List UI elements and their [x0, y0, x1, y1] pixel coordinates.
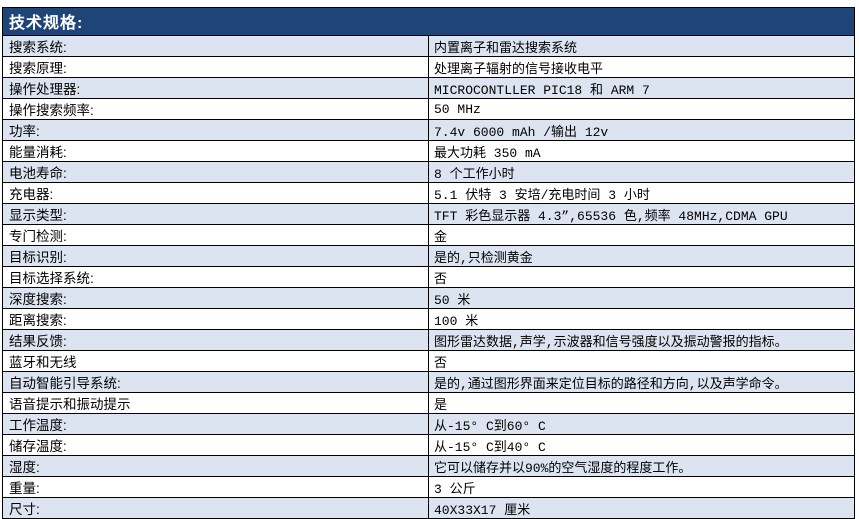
spec-label: 充电器: [2, 182, 429, 204]
spec-label: 显示类型: [2, 203, 429, 225]
spec-value: 最大功耗 350 mA [428, 140, 855, 162]
spec-value: 8 个工作小时 [428, 161, 855, 183]
table-row: 目标选择系统: 否 [2, 266, 855, 288]
spec-label: 自动智能引导系统: [2, 371, 429, 393]
spec-value: 金 [428, 224, 855, 246]
page-title: 技术规格: [2, 7, 855, 36]
spec-label: 储存温度: [2, 434, 429, 456]
table-row: 搜索原理: 处理离子辐射的信号接收电平 [2, 56, 855, 78]
spec-label: 搜索原理: [2, 56, 429, 78]
spec-label: 蓝牙和无线 [2, 350, 429, 372]
spec-value: 图形雷达数据,声学,示波器和信号强度以及振动警报的指标。 [428, 329, 855, 351]
spec-label: 工作温度: [2, 413, 429, 435]
table-row: 结果反馈: 图形雷达数据,声学,示波器和信号强度以及振动警报的指标。 [2, 329, 855, 351]
spec-value: 从-15° C到60° C [428, 413, 855, 435]
spec-table-body: 搜索系统: 内置离子和雷达搜索系统 搜索原理: 处理离子辐射的信号接收电平 操作处理器:… [2, 35, 855, 519]
spec-value: 否 [428, 350, 855, 372]
spec-label: 结果反馈: [2, 329, 429, 351]
table-row: 深度搜索: 50 米 [2, 287, 855, 309]
spec-label: 功率: [2, 119, 429, 141]
table-row: 储存温度: 从-15° C到40° C [2, 434, 855, 456]
table-row: 充电器: 5.1 伏特 3 安培/充电时间 3 小时 [2, 182, 855, 204]
spec-label: 电池寿命: [2, 161, 429, 183]
spec-value: MICROCONTLLER PIC18 和 ARM 7 [428, 77, 855, 99]
table-row: 专门检测: 金 [2, 224, 855, 246]
spec-label: 语音提示和振动提示 [2, 392, 429, 414]
spec-value: 内置离子和雷达搜索系统 [428, 35, 855, 57]
spec-sheet: 技术规格: 搜索系统: 内置离子和雷达搜索系统 搜索原理: 处理离子辐射的信号接收电平… [2, 7, 855, 519]
spec-table-header: 技术规格: [2, 7, 855, 36]
header-row: 技术规格: [2, 7, 855, 36]
spec-value: 100 米 [428, 308, 855, 330]
table-row: 湿度: 它可以储存并以90%的空气湿度的程度工作。 [2, 455, 855, 477]
spec-label: 专门检测: [2, 224, 429, 246]
table-row: 操作处理器: MICROCONTLLER PIC18 和 ARM 7 [2, 77, 855, 99]
spec-label: 重量: [2, 476, 429, 498]
spec-label: 操作处理器: [2, 77, 429, 99]
table-row: 搜索系统: 内置离子和雷达搜索系统 [2, 35, 855, 57]
spec-value: 50 MHz [428, 98, 855, 120]
spec-value: 从-15° C到40° C [428, 434, 855, 456]
spec-value: 它可以储存并以90%的空气湿度的程度工作。 [428, 455, 855, 477]
spec-label: 目标选择系统: [2, 266, 429, 288]
table-row: 功率: 7.4v 6000 mAh /输出 12v [2, 119, 855, 141]
table-row: 自动智能引导系统: 是的,通过图形界面来定位目标的路径和方向,以及声学命令。 [2, 371, 855, 393]
spec-value: 7.4v 6000 mAh /输出 12v [428, 119, 855, 141]
table-row: 电池寿命: 8 个工作小时 [2, 161, 855, 183]
spec-label: 深度搜索: [2, 287, 429, 309]
spec-value: 否 [428, 266, 855, 288]
spec-value: 处理离子辐射的信号接收电平 [428, 56, 855, 78]
spec-label: 湿度: [2, 455, 429, 477]
spec-value: 40X33X17 厘米 [428, 497, 855, 519]
table-row: 目标识别: 是的,只检测黄金 [2, 245, 855, 267]
table-row: 尺寸: 40X33X17 厘米 [2, 497, 855, 519]
spec-value: 是的,通过图形界面来定位目标的路径和方向,以及声学命令。 [428, 371, 855, 393]
spec-value: 是 [428, 392, 855, 414]
spec-value: 5.1 伏特 3 安培/充电时间 3 小时 [428, 182, 855, 204]
spec-label: 目标识别: [2, 245, 429, 267]
spec-value: 是的,只检测黄金 [428, 245, 855, 267]
table-row: 重量: 3 公斤 [2, 476, 855, 498]
table-row: 工作温度: 从-15° C到60° C [2, 413, 855, 435]
table-row: 操作搜索频率: 50 MHz [2, 98, 855, 120]
table-row: 语音提示和振动提示是 [2, 392, 855, 414]
table-row: 距离搜索: 100 米 [2, 308, 855, 330]
spec-label: 搜索系统: [2, 35, 429, 57]
table-row: 蓝牙和无线否 [2, 350, 855, 372]
spec-label: 能量消耗: [2, 140, 429, 162]
spec-table: 技术规格: 搜索系统: 内置离子和雷达搜索系统 搜索原理: 处理离子辐射的信号接收电平… [2, 7, 855, 519]
table-row: 能量消耗: 最大功耗 350 mA [2, 140, 855, 162]
table-row: 显示类型: TFT 彩色显示器 4.3”,65536 色,频率 48MHz,CDM… [2, 203, 855, 225]
spec-value: 50 米 [428, 287, 855, 309]
spec-value: TFT 彩色显示器 4.3”,65536 色,频率 48MHz,CDMA GPU [428, 203, 855, 225]
spec-label: 操作搜索频率: [2, 98, 429, 120]
spec-label: 距离搜索: [2, 308, 429, 330]
spec-value: 3 公斤 [428, 476, 855, 498]
spec-label: 尺寸: [2, 497, 429, 519]
